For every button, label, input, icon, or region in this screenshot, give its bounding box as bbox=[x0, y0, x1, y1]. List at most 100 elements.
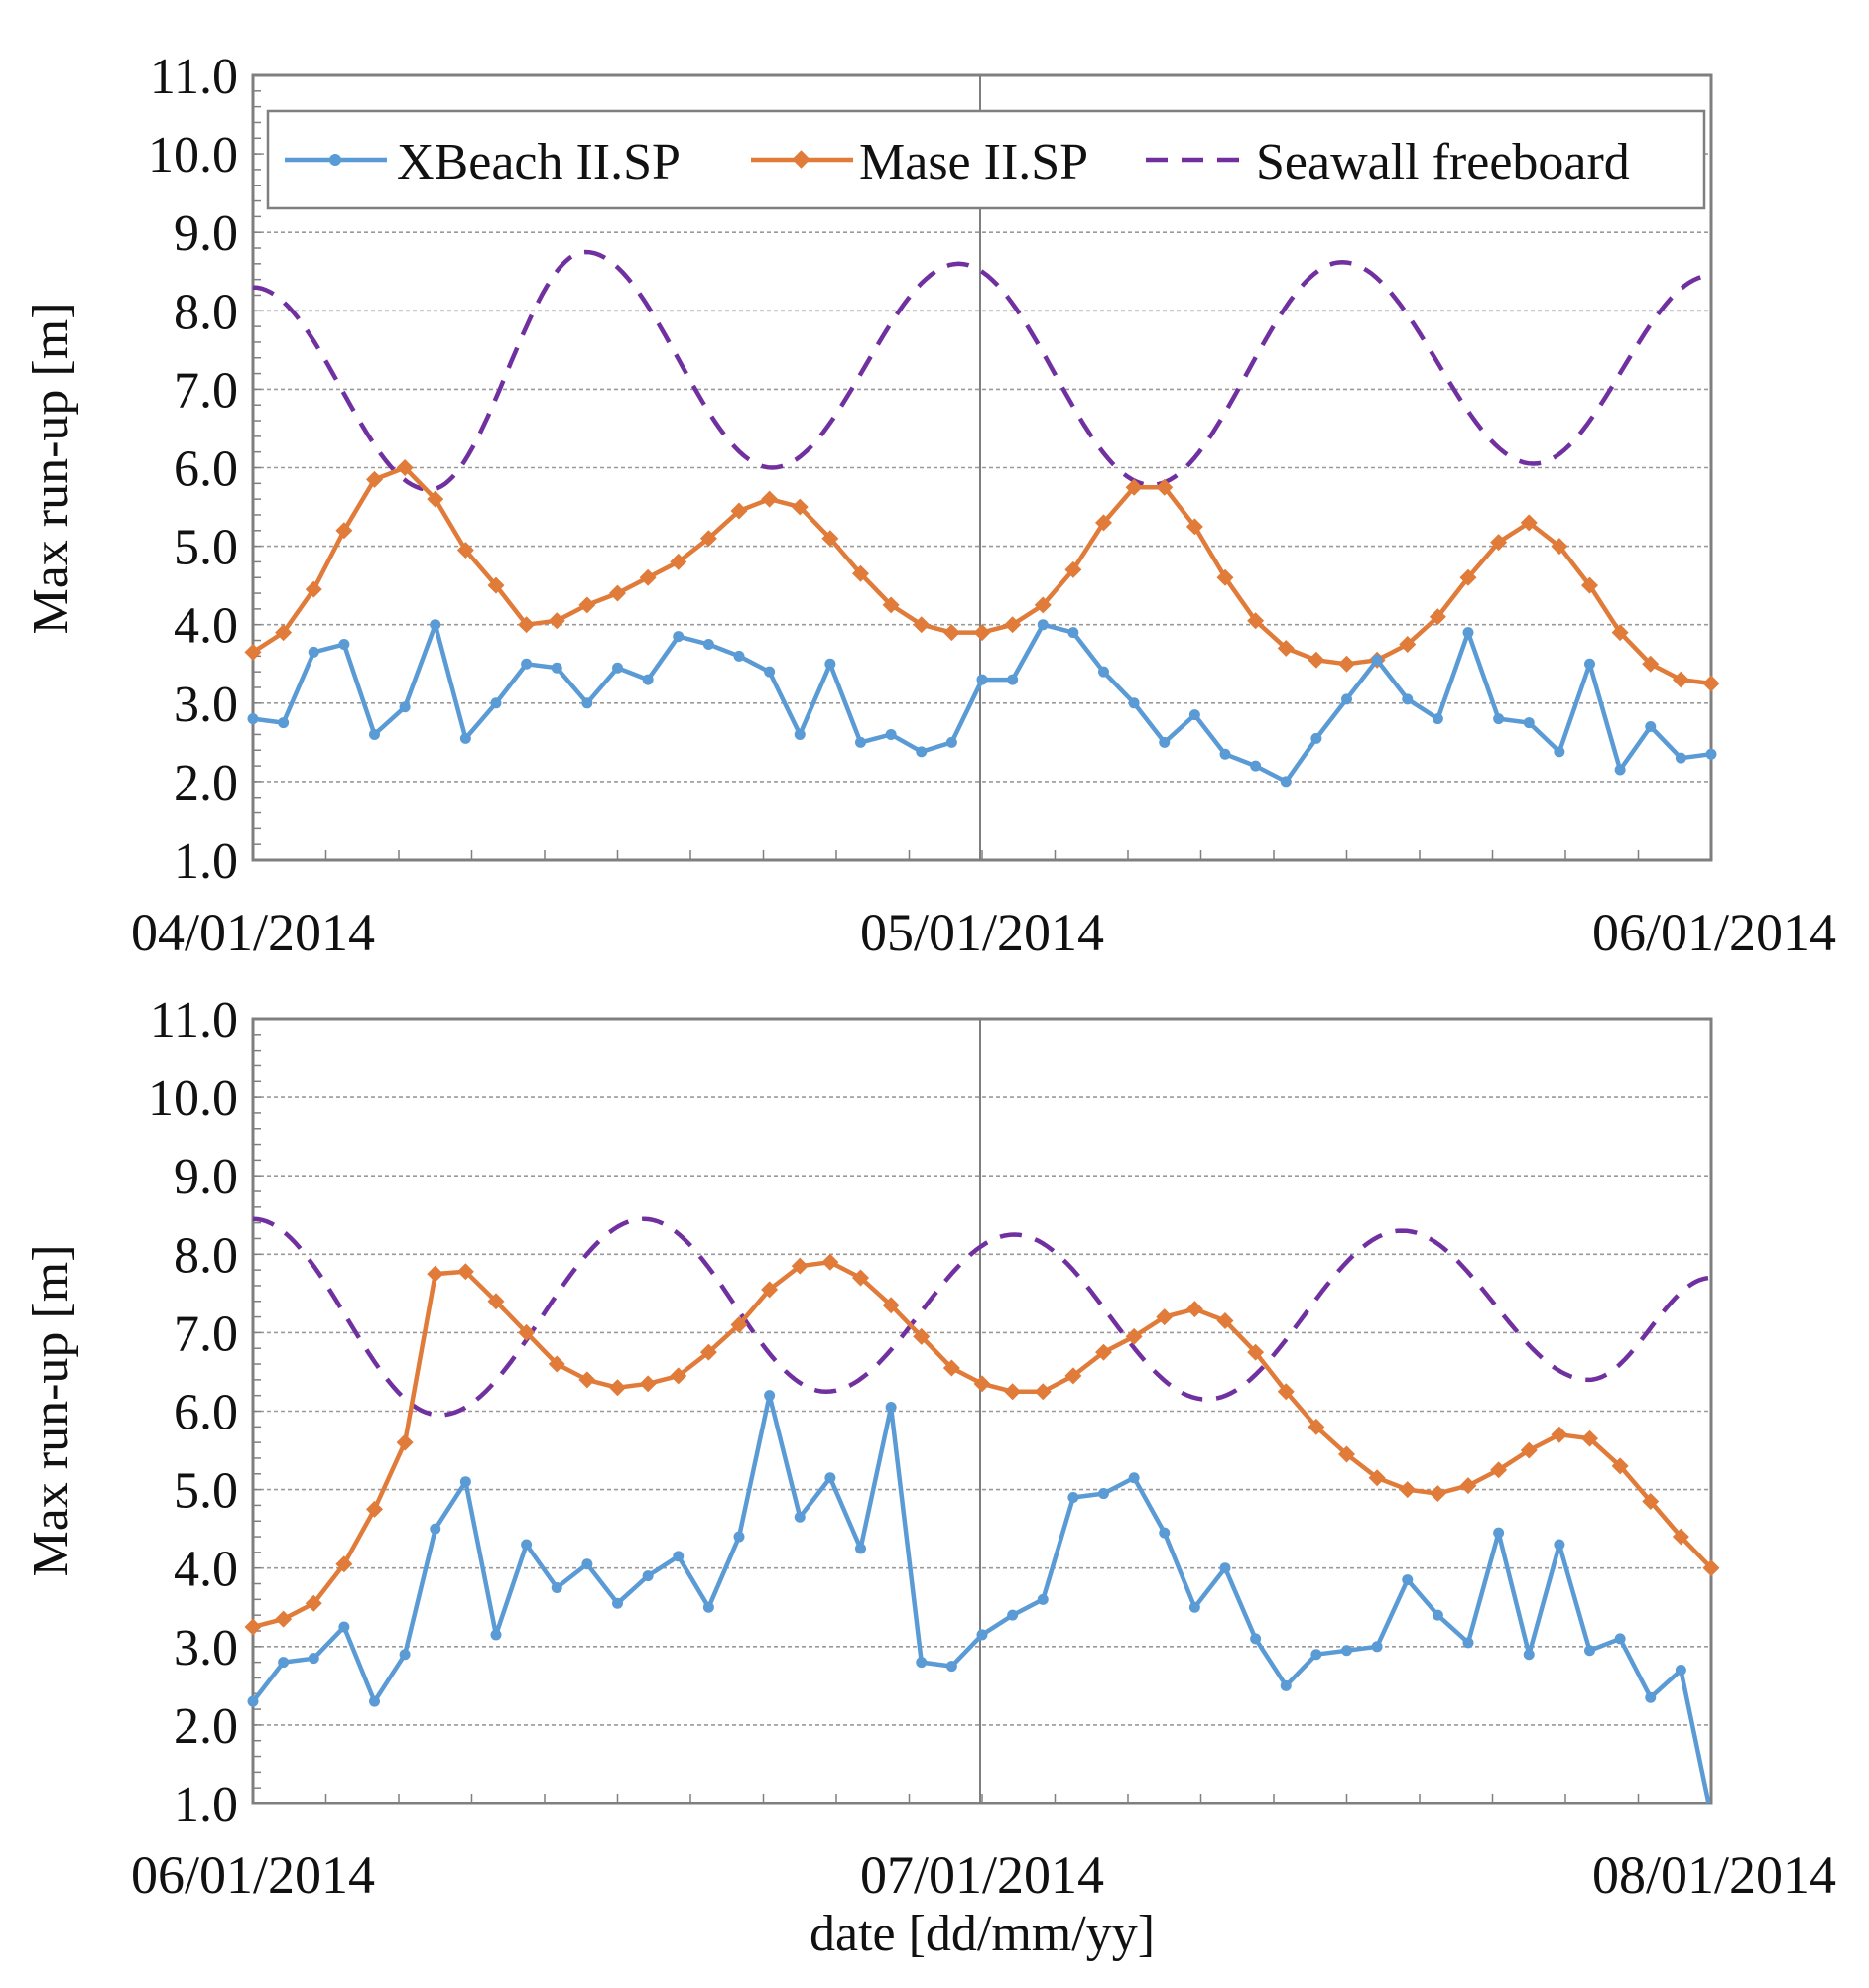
chart-top-y-axis-label: Max run-up [m] bbox=[23, 302, 79, 634]
chart-top-xbeach-point bbox=[1584, 658, 1595, 670]
chart-bottom-mase-point bbox=[1247, 1343, 1265, 1361]
chart-bottom-x-tick-label-mid: 07/01/2014 bbox=[860, 1845, 1104, 1905]
legend-entry-xbeach: XBeach II.SP bbox=[285, 134, 681, 190]
legend-label-mase: Mase II.SP bbox=[859, 134, 1088, 190]
chart-top-mase-point bbox=[942, 624, 960, 642]
chart-top-mase-point bbox=[427, 490, 444, 508]
chart-bottom-xbeach-point bbox=[1219, 1562, 1231, 1574]
chart-bottom-xbeach-point bbox=[885, 1402, 897, 1414]
chart-top-mase-point bbox=[1247, 612, 1265, 630]
chart-bottom-plot-area bbox=[251, 1017, 1713, 1805]
chart-top-mase-point bbox=[1642, 655, 1660, 673]
chart-bottom-mase-point bbox=[761, 1281, 779, 1299]
chart-top-mase-point bbox=[548, 612, 565, 630]
chart-top-mase-point bbox=[1277, 639, 1295, 657]
chart-bottom-xbeach-point bbox=[278, 1657, 290, 1669]
chart-bottom-mase-point bbox=[1064, 1367, 1082, 1385]
chart-top-xbeach-point bbox=[1705, 748, 1717, 760]
chart-top-xbeach-point bbox=[612, 662, 623, 674]
chart-top-xbeach-point bbox=[945, 736, 957, 748]
chart-top-xbeach-point bbox=[338, 638, 350, 650]
chart-top-x-tick-label-mid: 05/01/2014 bbox=[860, 903, 1104, 962]
chart-top-xbeach-point bbox=[1554, 746, 1565, 758]
chart-bottom-mase-point bbox=[1490, 1461, 1508, 1479]
chart-bottom-xbeach-point bbox=[1098, 1488, 1109, 1500]
chart-bottom-mase-point bbox=[518, 1323, 536, 1341]
chart-bottom-xbeach-point bbox=[794, 1511, 806, 1523]
chart-top-y-tick-label: 5.0 bbox=[174, 520, 238, 576]
chart-bottom-xbeach-point bbox=[369, 1695, 380, 1707]
chart-top-xbeach-point bbox=[1250, 760, 1262, 772]
chart-top-xbeach-point bbox=[1098, 666, 1109, 678]
chart-bottom-x-axis-label: date [dd/mm/yy] bbox=[810, 1906, 1155, 1962]
chart-bottom-mase-point bbox=[882, 1297, 900, 1314]
chart-top-mase-point bbox=[1429, 608, 1446, 626]
chart-top-y-tick-label: 3.0 bbox=[174, 677, 238, 733]
chart-top-xbeach-point bbox=[278, 717, 290, 729]
chart-top-xbeach-point bbox=[490, 697, 502, 709]
legend-label-xbeach: XBeach II.SP bbox=[397, 134, 681, 190]
chart-top-xbeach-point bbox=[399, 701, 411, 713]
chart-bottom: 1.0 2.0 3.0 4.0 5.0 6.0 7.0 8.0 9.0 10.0 11.0 06/0… bbox=[23, 992, 1836, 1962]
chart-bottom-xbeach-point bbox=[1645, 1691, 1657, 1703]
chart-top-mase-point bbox=[973, 624, 991, 642]
chart-bottom-mase-point bbox=[1459, 1477, 1477, 1495]
chart-bottom-xbeach-point bbox=[612, 1597, 623, 1609]
chart-top-xbeach-point bbox=[764, 666, 776, 678]
chart-top-mase-point bbox=[1399, 635, 1417, 653]
chart-top-mase-point bbox=[456, 542, 474, 559]
chart-top-xbeach-point bbox=[976, 674, 988, 685]
chart-top-mase-point bbox=[852, 564, 869, 582]
chart-bottom-x-tick-label-end: 08/01/2014 bbox=[1592, 1845, 1836, 1905]
chart-bottom-xbeach-point bbox=[855, 1543, 866, 1554]
chart-bottom-xbeach-point bbox=[430, 1523, 441, 1535]
chart-top-mase-point bbox=[1520, 514, 1538, 532]
chart-top-xbeach-point bbox=[1341, 693, 1352, 705]
chart-top-y-tick-label: 11.0 bbox=[150, 49, 238, 105]
chart-top-xbeach-point bbox=[1432, 713, 1443, 725]
chart-top-mase-point bbox=[1581, 576, 1598, 594]
chart-top-y-tick-label: 1.0 bbox=[174, 833, 238, 890]
chart-bottom-xbeach-point bbox=[945, 1661, 957, 1673]
legend-marker-mase bbox=[792, 150, 810, 169]
chart-top-mase-point bbox=[1672, 671, 1689, 688]
chart-top-xbeach-point bbox=[1523, 717, 1535, 729]
chart-top-xbeach-point bbox=[459, 732, 471, 744]
chart-bottom-mase-point bbox=[1642, 1492, 1660, 1510]
chart-bottom-xbeach-point bbox=[1067, 1492, 1079, 1504]
chart-top-mase-point bbox=[244, 643, 262, 661]
chart-top-mase-point bbox=[1338, 655, 1355, 673]
chart-top-xbeach-point bbox=[1402, 693, 1414, 705]
chart-bottom-mase-point bbox=[244, 1618, 262, 1636]
chart-top-mase-point bbox=[913, 616, 931, 634]
chart-bottom-y-tick-label: 1.0 bbox=[174, 1777, 238, 1833]
chart-top-legend: XBeach II.SP Mase II.SP Seawall freeboar… bbox=[266, 109, 1706, 210]
chart-top-mase-point bbox=[1459, 568, 1477, 586]
chart-top-y-tick-label: 6.0 bbox=[174, 441, 238, 498]
chart-bottom-mase-point bbox=[973, 1375, 991, 1393]
chart-top-mase-point bbox=[1004, 616, 1022, 634]
chart-top-mase-point bbox=[1551, 538, 1568, 556]
chart-bottom-xbeach-point bbox=[733, 1531, 745, 1543]
chart-top-xbeach-point bbox=[855, 736, 866, 748]
chart-top-gridlines bbox=[253, 153, 1711, 783]
chart-bottom-xbeach-point bbox=[1037, 1593, 1049, 1605]
chart-bottom-xbeach-point bbox=[1310, 1649, 1322, 1661]
chart-bottom-mase-point bbox=[609, 1379, 626, 1397]
chart-top-xbeach-point bbox=[308, 646, 319, 658]
chart-top-xbeach-point bbox=[369, 728, 380, 740]
chart-bottom-xbeach-point bbox=[1280, 1679, 1292, 1691]
chart-bottom-series-seawall-freeboard-line bbox=[252, 1216, 1712, 1418]
chart-top-xbeach-point bbox=[824, 658, 836, 670]
chart-bottom-xbeach-point bbox=[1493, 1527, 1505, 1539]
chart-bottom-mase-point bbox=[670, 1367, 687, 1385]
chart-top-mase-point bbox=[366, 470, 383, 488]
chart-bottom-mase-point bbox=[1277, 1383, 1295, 1401]
chart-bottom-mase-point bbox=[1611, 1457, 1629, 1475]
chart-bottom-xbeach-point bbox=[1584, 1645, 1595, 1657]
chart-top-xbeach-point bbox=[1675, 752, 1686, 764]
chart-bottom-y-axis-label: Max run-up [m] bbox=[23, 1244, 79, 1576]
legend-box bbox=[266, 109, 1706, 210]
chart-bottom-xbeach-point bbox=[1007, 1609, 1019, 1621]
chart-bottom-x-tick-label-start: 06/01/2014 bbox=[131, 1845, 375, 1905]
